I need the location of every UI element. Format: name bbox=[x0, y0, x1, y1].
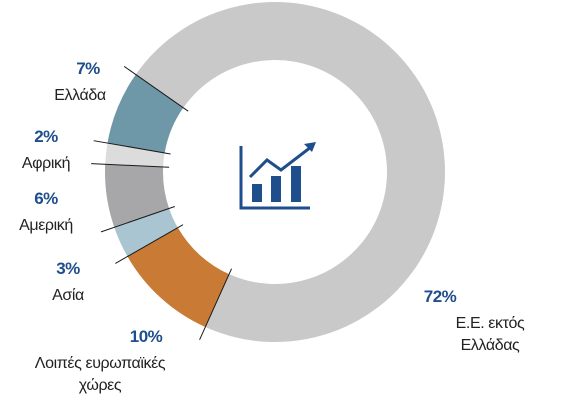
donut-slice bbox=[107, 74, 184, 153]
category-label: Ε.Ε. εκτός Ελλάδας bbox=[455, 315, 525, 354]
slice-separator bbox=[100, 206, 175, 233]
category-label: Ελλάδα bbox=[54, 87, 106, 104]
donut-slice bbox=[135, 2, 446, 343]
donut-slice bbox=[105, 143, 165, 167]
slice-separator bbox=[123, 66, 189, 112]
slice-separator bbox=[115, 224, 184, 264]
slice-separator bbox=[91, 163, 170, 168]
donut-slice bbox=[127, 227, 230, 328]
category-label: Λοιπές ευρωπαϊκές χώρες bbox=[34, 355, 166, 394]
value-label: 6% bbox=[34, 189, 58, 208]
category-label: Αφρική bbox=[21, 155, 71, 172]
value-label: 2% bbox=[34, 127, 58, 146]
value-label: 10% bbox=[129, 327, 163, 346]
donut-slice bbox=[105, 164, 170, 228]
value-label: 7% bbox=[76, 59, 100, 78]
slice-separator bbox=[199, 268, 233, 341]
donut-slice bbox=[114, 208, 178, 257]
category-label: Ασία bbox=[52, 287, 84, 304]
value-label: 72% bbox=[423, 287, 457, 306]
chart-icon bbox=[239, 142, 316, 210]
value-label: 3% bbox=[56, 259, 80, 278]
slice-separator bbox=[93, 140, 171, 155]
category-label: Αμερική bbox=[19, 217, 73, 234]
